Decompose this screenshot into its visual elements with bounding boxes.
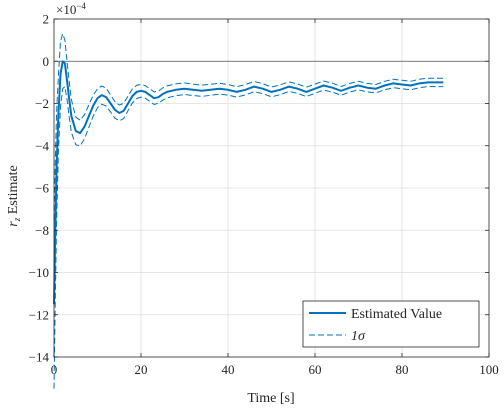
x-tick-label-1: 20: [135, 362, 148, 377]
legend: Estimated Value 1σ: [302, 300, 480, 348]
y-tick-label-4: −6: [35, 181, 49, 196]
y-tick-label-6: −2: [35, 96, 49, 111]
y-tick-label-2: −10: [29, 265, 49, 280]
y-axis-label-subscript: z: [12, 217, 22, 222]
y-tick-label-1: −12: [29, 307, 49, 322]
series-group: [53, 32, 444, 389]
x-tick-label-3: 60: [309, 362, 322, 377]
x-tick-label-4: 80: [396, 362, 409, 377]
ticks: [53, 18, 490, 358]
y-axis-label-text: Estimate: [6, 165, 21, 218]
x-tick-label-2: 40: [222, 362, 235, 377]
series-sigma-upper: [53, 32, 444, 220]
y-exponent-label: ×10−4: [56, 1, 86, 17]
series-sigma-lower: [53, 85, 444, 389]
x-tick-labels: 0 20 40 60 80 100: [51, 362, 499, 377]
x-axis-label: Time [s]: [247, 391, 294, 406]
y-tick-label-5: −4: [35, 138, 49, 153]
y-tick-labels: −14 −12 −10 −8 −6 −4 −2 0 2: [29, 12, 50, 365]
y-axis-label: rz Estimate: [6, 165, 22, 226]
legend-label-sigma: 1σ: [351, 329, 366, 344]
series-estimated-value: [53, 60, 444, 305]
y-exponent-power: −4: [76, 1, 86, 11]
x-tick-label-0: 0: [51, 362, 58, 377]
y-tick-label-0: −14: [29, 350, 50, 365]
x-tick-label-5: 100: [479, 362, 499, 377]
legend-box: [302, 300, 480, 348]
y-tick-label-3: −8: [35, 223, 49, 238]
y-exponent-base: ×10: [56, 2, 76, 17]
y-tick-label-8: 2: [43, 12, 50, 27]
y-axis-label-symbol: r: [6, 221, 21, 227]
y-tick-label-7: 0: [43, 54, 50, 69]
legend-label-estimated: Estimated Value: [351, 307, 442, 322]
